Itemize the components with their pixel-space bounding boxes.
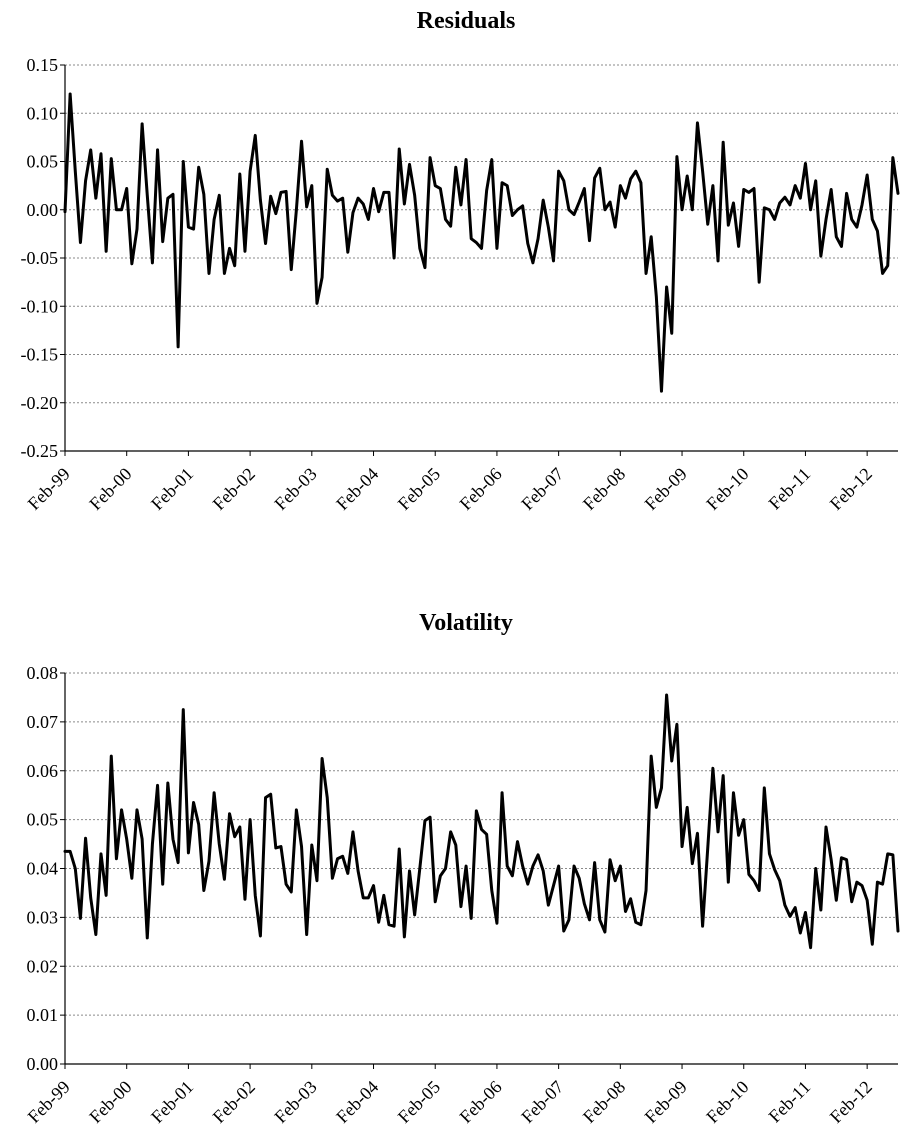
volatility-x-tick-label: Feb-10 xyxy=(702,1077,752,1127)
residuals-x-tick-label: Feb-07 xyxy=(517,464,567,514)
volatility-x-tick-label: Feb-12 xyxy=(826,1077,876,1127)
volatility-y-tick-label: 0.08 xyxy=(27,663,59,683)
residuals-y-tick-label: -0.25 xyxy=(21,441,59,461)
residuals-y-tick-label: -0.05 xyxy=(21,248,59,268)
residuals-x-tick-label: Feb-01 xyxy=(147,464,197,514)
residuals-x-tick-label: Feb-99 xyxy=(24,464,74,514)
volatility-x-tick-label: Feb-09 xyxy=(641,1077,691,1127)
volatility-y-tick-label: 0.03 xyxy=(27,907,59,927)
residuals-y-tick-label: 0.00 xyxy=(27,200,59,220)
volatility-x-tick-label: Feb-05 xyxy=(394,1077,444,1127)
residuals-y-tick-label: 0.15 xyxy=(27,55,59,75)
residuals-y-tick-label: 0.10 xyxy=(27,103,59,123)
volatility-y-tick-label: 0.01 xyxy=(27,1005,59,1025)
residuals-x-tick-label: Feb-05 xyxy=(394,464,444,514)
volatility-y-tick-label: 0.04 xyxy=(27,859,59,879)
volatility-y-tick-label: 0.07 xyxy=(27,712,59,732)
volatility-x-tick-label: Feb-03 xyxy=(270,1077,320,1127)
volatility-x-tick-label: Feb-11 xyxy=(765,1077,815,1127)
residuals-series-line xyxy=(63,92,900,393)
volatility-x-tick-label: Feb-07 xyxy=(517,1077,567,1127)
residuals-y-tick-label: -0.20 xyxy=(21,393,59,413)
volatility-chart-title: Volatility xyxy=(419,610,513,636)
residuals-y-tick-label: 0.05 xyxy=(27,152,59,172)
residuals-chart: Residuals -0.25 -0.20 -0.15 -0.10 -0.05 0.00 0… xyxy=(21,8,900,514)
volatility-x-tick-label: Feb-99 xyxy=(24,1077,74,1127)
residuals-x-tick-label: Feb-00 xyxy=(85,464,135,514)
volatility-y-tick-label: 0.00 xyxy=(27,1054,59,1074)
volatility-x-tick-label: Feb-00 xyxy=(85,1077,135,1127)
volatility-x-tick-label: Feb-02 xyxy=(209,1077,259,1127)
volatility-series-line xyxy=(63,693,900,950)
volatility-y-tick-label: 0.05 xyxy=(27,810,59,830)
residuals-y-tick-label: -0.15 xyxy=(21,345,59,365)
residuals-x-tick-label: Feb-03 xyxy=(270,464,320,514)
residuals-x-tick-label: Feb-06 xyxy=(456,464,506,514)
residuals-x-tick-label: Feb-02 xyxy=(209,464,259,514)
residuals-x-tick-label: Feb-10 xyxy=(702,464,752,514)
volatility-y-tick-label: 0.06 xyxy=(27,761,59,781)
residuals-x-tick-label: Feb-11 xyxy=(765,464,815,514)
volatility-x-tick-label: Feb-01 xyxy=(147,1077,197,1127)
volatility-x-tick-label: Feb-06 xyxy=(456,1077,506,1127)
residuals-y-tick-label: -0.10 xyxy=(21,296,59,316)
volatility-x-tick-label: Feb-04 xyxy=(332,1077,382,1127)
residuals-x-tick-label: Feb-04 xyxy=(332,464,382,514)
volatility-y-tick-label: 0.02 xyxy=(27,956,59,976)
residuals-x-tick-label: Feb-08 xyxy=(579,464,629,514)
residuals-chart-title: Residuals xyxy=(417,8,516,34)
volatility-x-tick-label: Feb-08 xyxy=(579,1077,629,1127)
residuals-x-tick-label: Feb-12 xyxy=(826,464,876,514)
volatility-chart: Volatility 0.00 0.01 0.02 0.03 0.04 0.05 0.06 0… xyxy=(24,610,900,1127)
residuals-x-tick-label: Feb-09 xyxy=(641,464,691,514)
